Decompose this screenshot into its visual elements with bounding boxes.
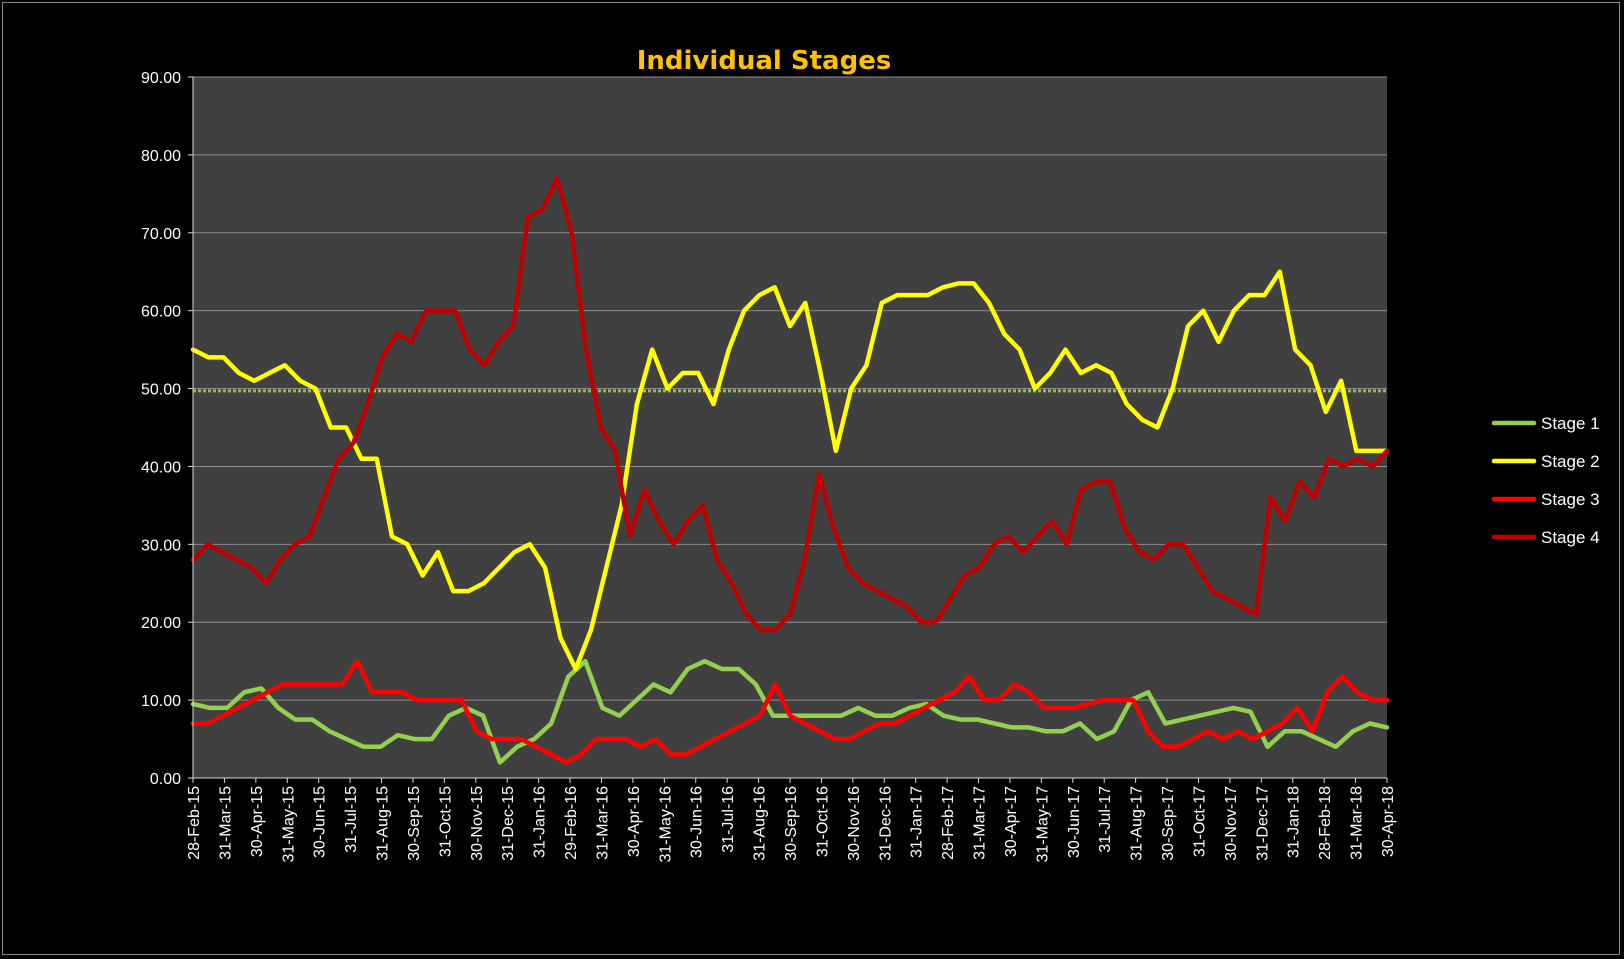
x-tick-label: 31-May-16 <box>657 786 674 863</box>
y-tick-label: 10.00 <box>141 693 181 710</box>
series-line-stage-4 <box>190 176 1390 633</box>
x-tick-label: 31-Jan-17 <box>909 786 926 858</box>
legend-label: Stage 1 <box>1541 414 1600 433</box>
x-tick-label: 30-Nov-17 <box>1223 786 1240 861</box>
axes: 0.00 10.00 20.00 30.00 40.00 50.00 60.00 70.00 8… <box>141 70 1397 862</box>
x-tick-label: 30-Apr-15 <box>249 786 266 857</box>
x-tick-label: 29-Feb-16 <box>563 786 580 860</box>
y-tick-label: 60.00 <box>141 304 181 321</box>
x-tick-label: 30-Jun-16 <box>689 786 706 858</box>
chart-title: Individual Stages <box>637 46 892 76</box>
x-tick-label: 30-Apr-17 <box>1003 786 1020 857</box>
y-tick-label: 0.00 <box>150 771 181 788</box>
legend-label: Stage 2 <box>1541 452 1600 471</box>
y-tick-label: 30.00 <box>141 537 181 554</box>
series-line-stage-2 <box>190 269 1390 672</box>
x-tick-label: 30-Apr-18 <box>1380 786 1397 857</box>
series-lines <box>190 176 1390 765</box>
y-tick-label: 70.00 <box>141 226 181 243</box>
x-tick-label: 31-Dec-15 <box>500 786 517 861</box>
x-tick-label: 31-Mar-16 <box>594 786 611 860</box>
y-tick-label: 50.00 <box>141 382 181 399</box>
x-tick-label: 31-Oct-16 <box>814 786 831 857</box>
plot-area <box>193 77 1387 778</box>
x-tick-label: 31-Jul-16 <box>720 786 737 853</box>
y-tick-label: 90.00 <box>141 70 181 87</box>
gridlines <box>193 76 1387 701</box>
x-tick-label: 31-May-15 <box>280 786 297 863</box>
x-tick-label: 30-Sep-17 <box>1160 786 1177 861</box>
x-tick-label: 31-Jul-17 <box>1097 786 1114 853</box>
x-tick-label: 30-Nov-15 <box>469 786 486 861</box>
x-tick-label: 31-May-17 <box>1034 786 1051 863</box>
x-tick-label: 31-Mar-17 <box>972 786 989 860</box>
x-tick-label: 30-Sep-16 <box>783 786 800 861</box>
legend: Stage 1 Stage 2 Stage 3 Stage 4 <box>1491 414 1600 547</box>
legend-label: Stage 3 <box>1541 490 1600 509</box>
x-tick-label: 30-Jun-17 <box>1066 786 1083 858</box>
x-tick-label: 31-Oct-15 <box>437 786 454 857</box>
x-tick-label: 30-Nov-16 <box>846 786 863 861</box>
y-tick-label: 20.00 <box>141 615 181 632</box>
x-tick-label: 30-Jun-15 <box>312 786 329 858</box>
x-tick-label: 31-Jul-15 <box>343 786 360 853</box>
y-tick-label: 80.00 <box>141 148 181 165</box>
x-tick-label: 31-Dec-17 <box>1254 786 1271 861</box>
x-tick-label: 28-Feb-18 <box>1317 786 1334 860</box>
x-tick-label: 31-Jan-16 <box>532 786 549 858</box>
x-tick-label: 30-Apr-16 <box>626 786 643 857</box>
y-tick-label: 40.00 <box>141 459 181 476</box>
x-tick-label: 31-Aug-17 <box>1129 786 1146 861</box>
x-tick-label: 31-Mar-18 <box>1349 786 1366 860</box>
series-line-stage-3 <box>190 658 1390 765</box>
legend-label: Stage 4 <box>1541 528 1600 547</box>
x-tick-label: 30-Sep-15 <box>406 786 423 861</box>
x-tick-label: 31-Aug-15 <box>375 786 392 861</box>
x-tick-label: 31-Oct-17 <box>1191 786 1208 857</box>
x-tick-label: 31-Dec-16 <box>877 786 894 861</box>
x-tick-label: 28-Feb-15 <box>186 786 203 860</box>
x-tick-label: 31-Aug-16 <box>752 786 769 861</box>
x-tick-label: 31-Mar-15 <box>217 786 234 860</box>
x-tick-label: 28-Feb-17 <box>940 786 957 860</box>
x-tick-label: 31-Jan-18 <box>1286 786 1303 858</box>
